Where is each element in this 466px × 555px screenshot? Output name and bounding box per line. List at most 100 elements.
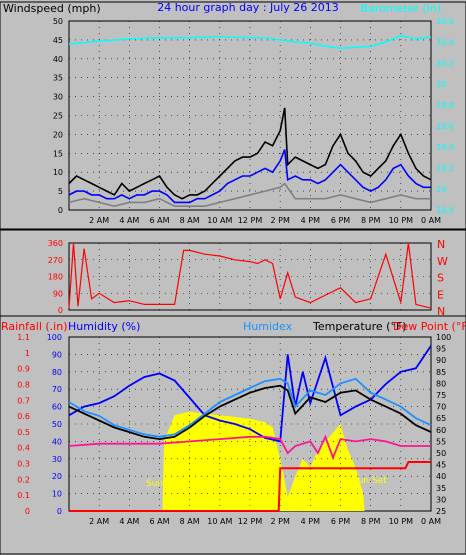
- temperature-x-tick-label: 12 PM: [238, 517, 263, 526]
- series-line-dew-point: [68, 434, 431, 461]
- direction-series: [68, 242, 432, 309]
- series-line-wind-gust: [68, 107, 432, 200]
- solar-radiation-area: [162, 411, 365, 511]
- direction-compass-tick-label: N: [437, 305, 445, 318]
- wind-y-tick-label: 5: [58, 187, 63, 196]
- temperature-x-tick-label: 8 AM: [180, 517, 200, 526]
- temperature-x-tick-label: 10 PM: [389, 517, 414, 526]
- wind-x-tick-label: 6 AM: [149, 216, 169, 225]
- temperature-x-tick-label: 0 AM: [421, 517, 441, 526]
- direction-compass-tick-label: E: [437, 288, 444, 301]
- series-line-wind-direction: [68, 242, 432, 309]
- wind-grid: [69, 21, 431, 210]
- solar-radiation-fill: [162, 411, 365, 511]
- wind-y-tick-label: 40: [53, 55, 63, 64]
- temperature-y-tick-label: 30: [436, 495, 446, 504]
- humidity-y-tick-label: 0: [57, 507, 62, 516]
- direction-degree-tick-label: 270: [48, 256, 63, 265]
- wind-x-tick-label: 4 PM: [301, 216, 320, 225]
- humidity-axis-label: Humidity (%): [68, 320, 140, 333]
- series-line-barometer: [68, 34, 432, 50]
- wind-x-tick-label: 10 PM: [389, 216, 414, 225]
- sunrise-annotation: Sun Rise: [146, 479, 185, 489]
- chart-title: 24 hour graph day : July 26 2013: [157, 1, 339, 14]
- temperature-y-tick-label: 75: [436, 391, 446, 400]
- wind-series: [68, 34, 432, 208]
- rainfall-y-tick-label: 0.8: [17, 380, 30, 389]
- barometer-axis-label: Barometer (in): [361, 2, 442, 15]
- temperature-y-tick-label: 50: [436, 449, 446, 458]
- temperature-x-tick-label: 2 AM: [89, 517, 109, 526]
- series-line-humidity: [68, 345, 432, 443]
- barometer-y-tick-label: 28.8: [436, 206, 454, 215]
- wind-axis-label: Windspeed (mph): [3, 2, 101, 15]
- series-line-humidex: [68, 377, 432, 438]
- temperature-y-tick-label: 95: [436, 345, 446, 354]
- series-line-rainfall: [69, 461, 431, 512]
- humidity-y-tick-label: 80: [52, 368, 62, 377]
- temperature-y-tick-label: 40: [436, 472, 446, 481]
- humidity-y-tick-label: 90: [52, 350, 62, 359]
- rainfall-y-tick-label: 0.1: [17, 491, 30, 500]
- temperature-y-tick-label: 35: [436, 484, 446, 493]
- barometer-y-tick-label: 29.4: [436, 143, 454, 152]
- rainfall-y-tick-label: 1.1: [17, 333, 30, 342]
- temperature-series: [68, 345, 432, 512]
- temperature-x-tick-label: 2 PM: [270, 517, 289, 526]
- humidity-y-tick-label: 40: [52, 437, 62, 446]
- wind-y-tick-label: 15: [53, 149, 63, 158]
- temperature-x-ticks: 2 AM 4 AM 6 AM 8 AM 10 AM 12 PM 2 PM 4 PM 6 PM 8 …: [89, 517, 441, 526]
- wind-x-tick-label: 4 AM: [119, 216, 139, 225]
- wind-x-tick-label: 10 AM: [207, 216, 232, 225]
- rainfall-y-tick-label: 0.5: [17, 428, 30, 437]
- humidity-y-tick-label: 50: [52, 420, 62, 429]
- wind-x-tick-label: 2 AM: [89, 216, 109, 225]
- dewpoint-axis-label: Dew Point (°F): [393, 320, 466, 333]
- wind-y-tick-label: 30: [53, 93, 63, 102]
- humidity-y-ticks: 0 10 20 30 40 50 60 70 80 90 100: [47, 333, 62, 516]
- direction-degree-tick-label: 180: [48, 273, 63, 282]
- wind-y-tick-label: 25: [53, 112, 63, 121]
- humidex-label: Humidex: [243, 320, 293, 333]
- direction-degree-tick-label: 0: [58, 306, 63, 315]
- temperature-y-tick-label: 55: [436, 437, 446, 446]
- rainfall-axis-label: Rainfall (.in): [1, 320, 68, 333]
- wind-x-tick-label: 0 AM: [421, 216, 441, 225]
- temperature-y-ticks: 25 30 35 40 45 50 55 60 65 70 75 80 85 90 95 100: [436, 333, 451, 516]
- wind-x-tick-label: 6 PM: [331, 216, 350, 225]
- direction-degree-tick-label: 90: [53, 289, 63, 298]
- wind-y-tick-label: 10: [53, 168, 63, 177]
- rainfall-y-tick-label: 1: [25, 349, 30, 358]
- barometer-y-ticks: 28.8 29 29.2 29.4 29.6 29.8 30 30.2 30.4 30.6: [436, 17, 454, 215]
- series-line-average-wind: [68, 149, 431, 204]
- direction-grid: [69, 243, 431, 310]
- direction-degree-ticks: 0 90 180 270 360: [48, 239, 63, 315]
- wind-y-tick-label: 45: [53, 36, 63, 45]
- barometer-y-tick-label: 30.2: [436, 59, 454, 68]
- temperature-y-tick-label: 45: [436, 461, 446, 470]
- direction-compass-tick-label: W: [437, 255, 448, 268]
- temperature-y-tick-label: 85: [436, 368, 446, 377]
- temperature-y-tick-label: 90: [436, 356, 446, 365]
- temperature-x-tick-label: 4 AM: [119, 517, 139, 526]
- temperature-y-tick-label: 60: [436, 426, 446, 435]
- rainfall-y-tick-label: 0: [25, 507, 30, 516]
- rainfall-y-tick-label: 0.4: [17, 444, 30, 453]
- rainfall-y-tick-label: 0.9: [17, 365, 30, 374]
- wind-y-tick-label: 0: [58, 206, 63, 215]
- barometer-y-tick-label: 30.6: [436, 17, 454, 26]
- barometer-y-tick-label: 29.8: [436, 101, 454, 110]
- rainfall-y-tick-label: 0.2: [17, 475, 30, 484]
- humidity-y-tick-label: 10: [52, 490, 62, 499]
- temperature-y-tick-label: 70: [436, 403, 446, 412]
- wind-x-tick-label: 12 PM: [238, 216, 263, 225]
- barometer-y-tick-label: 30: [436, 80, 446, 89]
- rainfall-y-tick-label: 0.7: [17, 396, 30, 405]
- temperature-x-tick-label: 8 PM: [361, 517, 380, 526]
- wind-y-tick-label: 20: [53, 130, 63, 139]
- direction-compass-tick-label: N: [437, 238, 445, 251]
- wind-x-tick-label: 8 AM: [180, 216, 200, 225]
- series-line-wind: [68, 182, 431, 208]
